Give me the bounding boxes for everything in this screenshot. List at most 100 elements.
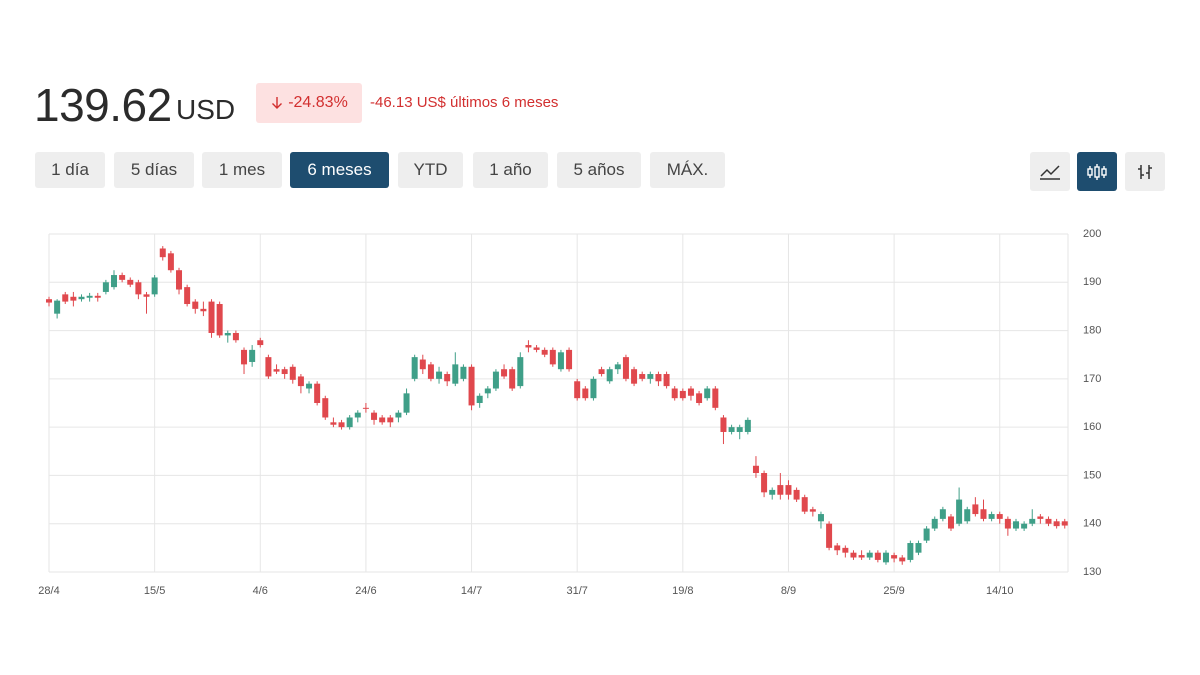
candle-body [94, 295, 101, 298]
candle-body [78, 296, 85, 300]
candle-body [663, 374, 670, 387]
candle-body [858, 555, 865, 558]
candle-body [492, 371, 499, 389]
candle-body [606, 369, 613, 382]
candle-body [54, 300, 61, 314]
candle-body [622, 357, 629, 379]
x-tick-label: 19/8 [672, 585, 693, 597]
change-text: -46.13 US$ últimos 6 meses [370, 94, 559, 111]
candle-body [517, 357, 524, 387]
candle-body [671, 388, 678, 399]
candle-body [899, 557, 906, 562]
range-button[interactable]: 1 mes [202, 152, 282, 188]
candle-body [184, 287, 191, 305]
candle-body [314, 383, 321, 403]
candle-body [704, 388, 711, 399]
range-button[interactable]: 6 meses [290, 152, 389, 188]
change-percent: -24.83% [288, 94, 348, 111]
candle-body [362, 407, 369, 409]
candle-body [712, 388, 719, 408]
candle-body [696, 393, 703, 403]
candle-body [111, 275, 118, 288]
candle-body [176, 270, 183, 290]
candle-body [289, 366, 296, 380]
candle-chart-toggle[interactable] [1077, 152, 1117, 191]
candle-body [330, 422, 337, 425]
candle-body [62, 294, 69, 302]
candle-body [1061, 521, 1068, 526]
x-tick-label: 24/6 [355, 585, 376, 597]
range-button[interactable]: 1 día [35, 152, 105, 188]
price: 139.62 [34, 79, 172, 131]
candle-body [972, 504, 979, 515]
candle-body [939, 509, 946, 519]
candle-body [720, 417, 727, 432]
range-button[interactable]: 5 años [557, 152, 641, 188]
candle-body [501, 369, 508, 377]
candle-body [427, 364, 434, 379]
candle-body [907, 543, 914, 560]
candle-body [964, 509, 971, 522]
candle-body [476, 395, 483, 403]
candle-body [679, 390, 686, 399]
candle-body [192, 301, 199, 309]
ohlc-icon [1138, 164, 1152, 179]
candle-body [224, 332, 231, 336]
candle-body [801, 497, 808, 512]
candle-body [598, 369, 605, 375]
candle-body [882, 552, 889, 563]
range-button[interactable]: 5 días [114, 152, 194, 188]
line-icon [1040, 164, 1060, 180]
candle-body [395, 412, 402, 418]
candle-body [541, 349, 548, 355]
candle-body [306, 383, 313, 389]
range-button[interactable]: 1 año [473, 152, 548, 188]
y-tick-label: 170 [1083, 373, 1101, 385]
candle-body [582, 388, 589, 399]
candle-body [436, 371, 443, 379]
candle-body [484, 388, 491, 394]
candle-body [257, 340, 264, 346]
candle-body [923, 528, 930, 541]
candle-body [143, 294, 150, 297]
candle-body [834, 545, 841, 551]
candle-body [232, 332, 239, 341]
candle-body [931, 518, 938, 529]
y-tick-label: 160 [1083, 421, 1101, 433]
candle-body [533, 347, 540, 350]
candle-body [631, 369, 638, 384]
candle-body [119, 275, 126, 280]
candle-body [322, 398, 329, 418]
candle-body [826, 523, 833, 548]
candle-body [988, 514, 995, 519]
candle-body [249, 349, 256, 362]
candle-body [769, 489, 776, 495]
candle-body [1021, 523, 1028, 529]
change-badge: -24.83% [256, 83, 362, 123]
x-tick-label: 15/5 [144, 585, 165, 597]
candle-body [379, 417, 386, 423]
candle-body [574, 381, 581, 399]
candle-body [509, 369, 516, 389]
x-tick-label: 28/4 [38, 585, 59, 597]
line-chart-toggle[interactable] [1030, 152, 1070, 191]
range-button[interactable]: YTD [398, 152, 463, 188]
candle-body [403, 393, 410, 413]
candle-body [452, 364, 459, 384]
ohlc-chart-toggle[interactable] [1125, 152, 1165, 191]
x-tick-label: 25/9 [883, 585, 904, 597]
candle-body [468, 366, 475, 406]
candle-body [216, 304, 223, 336]
candle-body [809, 509, 816, 512]
y-tick-label: 200 [1083, 228, 1101, 240]
candle-icon [1087, 163, 1107, 180]
range-button[interactable]: MÁX. [650, 152, 725, 188]
candle-body [590, 378, 597, 399]
candle-body [761, 473, 768, 493]
candle-body [1053, 521, 1060, 527]
candle-body [736, 427, 743, 432]
candle-body [135, 282, 142, 295]
